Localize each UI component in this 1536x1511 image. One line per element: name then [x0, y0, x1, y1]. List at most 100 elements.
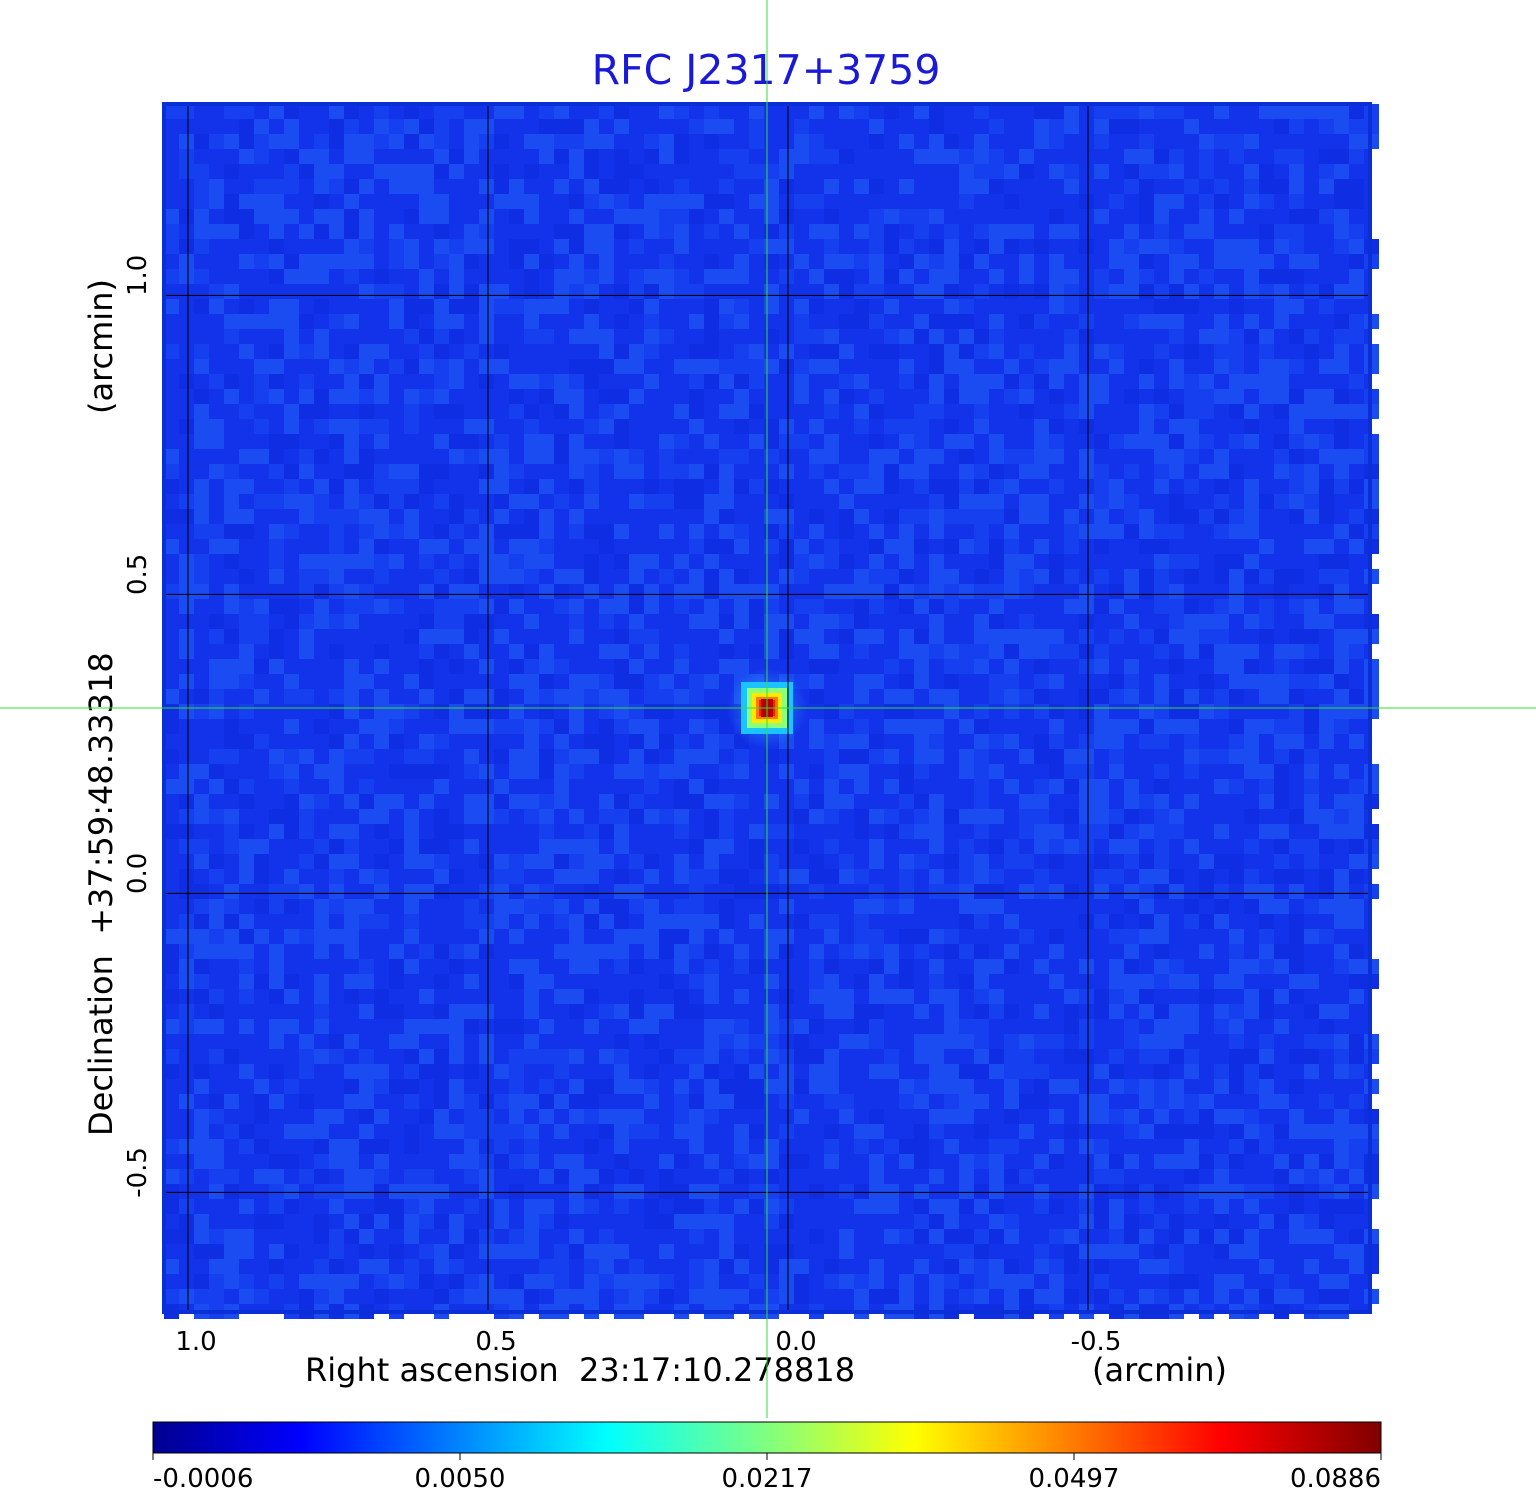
noise-pixel [374, 1274, 389, 1289]
noise-pixel [1349, 1094, 1364, 1109]
noise-pixel [599, 194, 614, 209]
noise-pixel [1154, 1214, 1169, 1229]
noise-pixel [839, 344, 854, 359]
noise-pixel [344, 1274, 359, 1289]
noise-pixel [329, 179, 344, 194]
noise-pixel [1259, 884, 1274, 899]
noise-pixel [659, 524, 674, 539]
noise-pixel [689, 1289, 704, 1304]
noise-pixel [239, 1289, 254, 1304]
noise-pixel [1259, 269, 1274, 284]
noise-pixel [224, 224, 239, 239]
noise-pixel [389, 554, 404, 569]
noise-pixel [269, 1244, 284, 1259]
noise-pixel [359, 1124, 374, 1139]
noise-pixel [389, 599, 404, 614]
noise-pixel [239, 944, 254, 959]
noise-pixel [1349, 104, 1364, 119]
noise-pixel [1334, 239, 1349, 254]
noise-pixel [914, 419, 929, 434]
noise-pixel [1139, 314, 1154, 329]
noise-pixel [1184, 914, 1199, 929]
noise-pixel [1319, 1154, 1334, 1169]
noise-pixel [764, 1184, 779, 1199]
noise-pixel [1019, 224, 1034, 239]
noise-pixel [1004, 1109, 1019, 1124]
noise-pixel [1274, 434, 1289, 449]
noise-pixel [1139, 254, 1154, 269]
noise-pixel [1034, 359, 1049, 374]
noise-pixel [779, 569, 794, 584]
noise-pixel [449, 359, 464, 374]
noise-pixel [1019, 164, 1034, 179]
noise-pixel [464, 944, 479, 959]
noise-pixel [299, 614, 314, 629]
noise-pixel [314, 449, 329, 464]
noise-pixel [1244, 614, 1259, 629]
noise-pixel [719, 449, 734, 464]
noise-pixel [1124, 944, 1139, 959]
noise-pixel [1124, 1229, 1139, 1244]
noise-pixel [719, 824, 734, 839]
noise-pixel [1139, 1184, 1154, 1199]
noise-pixel [1349, 224, 1364, 239]
noise-pixel [1154, 629, 1169, 644]
noise-pixel [659, 809, 674, 824]
noise-pixel [719, 509, 734, 524]
noise-pixel [944, 1274, 959, 1289]
noise-pixel [284, 254, 299, 269]
noise-pixel [764, 944, 779, 959]
noise-pixel [929, 119, 944, 134]
noise-pixel [1244, 479, 1259, 494]
noise-pixel [1349, 779, 1364, 794]
noise-pixel [284, 1184, 299, 1199]
noise-pixel [1034, 824, 1049, 839]
noise-pixel [1349, 839, 1364, 854]
noise-pixel [1034, 119, 1049, 134]
noise-pixel [1184, 509, 1199, 524]
noise-pixel [1094, 659, 1109, 674]
noise-pixel [674, 134, 689, 149]
noise-pixel [389, 839, 404, 854]
noise-pixel [1109, 1109, 1124, 1124]
noise-pixel [674, 599, 689, 614]
noise-pixel [704, 299, 719, 314]
noise-pixel [1169, 584, 1184, 599]
noise-pixel [1079, 419, 1094, 434]
noise-pixel [344, 794, 359, 809]
noise-pixel [584, 449, 599, 464]
noise-pixel [719, 404, 734, 419]
noise-pixel [929, 284, 944, 299]
noise-pixel [1004, 509, 1019, 524]
noise-pixel [674, 209, 689, 224]
noise-pixel [329, 554, 344, 569]
noise-pixel [929, 134, 944, 149]
noise-pixel [419, 764, 434, 779]
noise-pixel [644, 179, 659, 194]
noise-pixel [419, 299, 434, 314]
noise-pixel [1259, 539, 1274, 554]
noise-pixel [899, 569, 914, 584]
noise-pixel [704, 794, 719, 809]
noise-pixel [569, 1079, 584, 1094]
noise-pixel [989, 734, 1004, 749]
noise-pixel [449, 599, 464, 614]
noise-pixel [1064, 764, 1079, 779]
noise-pixel [1019, 1094, 1034, 1109]
noise-pixel [314, 254, 329, 269]
noise-pixel [614, 149, 629, 164]
noise-pixel [569, 1169, 584, 1184]
noise-pixel [1004, 734, 1019, 749]
noise-pixel [614, 704, 629, 719]
noise-pixel [899, 434, 914, 449]
noise-pixel [1304, 329, 1319, 344]
noise-pixel [854, 809, 869, 824]
noise-pixel [1289, 1079, 1304, 1094]
noise-pixel [344, 479, 359, 494]
noise-pixel [1289, 689, 1304, 704]
noise-pixel [749, 119, 764, 134]
noise-pixel [824, 1274, 839, 1289]
noise-pixel [629, 569, 644, 584]
noise-pixel [704, 824, 719, 839]
noise-pixel [869, 239, 884, 254]
